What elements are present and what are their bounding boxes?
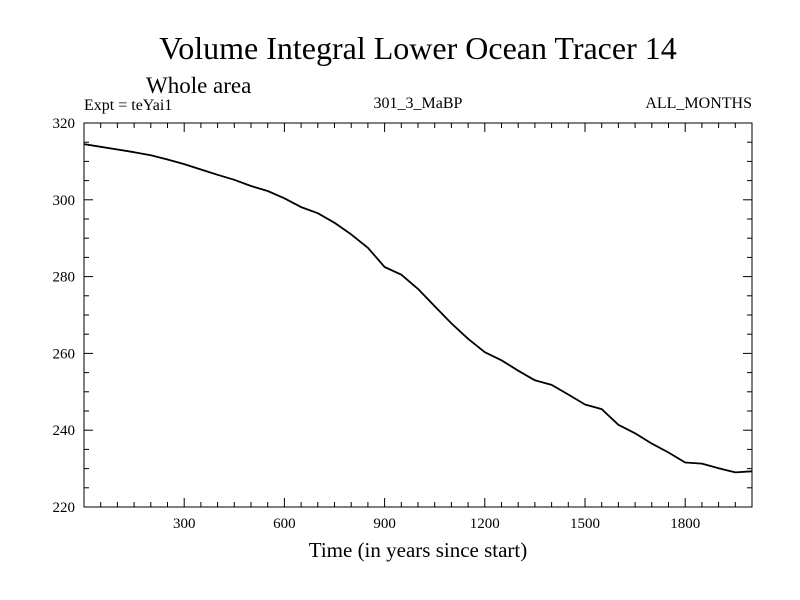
plot-frame <box>83 122 753 508</box>
axis-ticks <box>84 123 752 507</box>
run-label: 301_3_MaBP <box>374 95 463 112</box>
experiment-label: Expt = teYai1 <box>84 97 172 114</box>
series-layer <box>83 143 753 474</box>
y-tick-label: 260 <box>53 346 76 362</box>
months-label: ALL_MONTHS <box>645 95 752 112</box>
x-tick-labels: 300 600 900 1200 1500 1800 <box>173 516 700 532</box>
y-tick-label: 240 <box>53 423 76 439</box>
y-tick-label: 300 <box>53 193 76 209</box>
x-tick-label: 1800 <box>670 516 700 532</box>
chart-title: Volume Integral Lower Ocean Tracer 14 <box>159 30 676 66</box>
x-tick-label: 600 <box>273 516 296 532</box>
x-tick-label: 300 <box>173 516 196 532</box>
y-tick-label: 220 <box>53 500 76 516</box>
x-axis-label: Time (in years since start) <box>309 538 528 562</box>
series-line <box>83 143 753 474</box>
y-tick-label: 320 <box>53 116 76 132</box>
x-tick-label: 900 <box>373 516 396 532</box>
y-tick-label: 280 <box>53 270 76 286</box>
x-tick-label: 1500 <box>570 516 600 532</box>
chart-subtitle: Whole area <box>146 73 251 98</box>
y-tick-labels: 220 240 260 280 300 320 <box>53 116 76 516</box>
x-tick-label: 1200 <box>470 516 500 532</box>
